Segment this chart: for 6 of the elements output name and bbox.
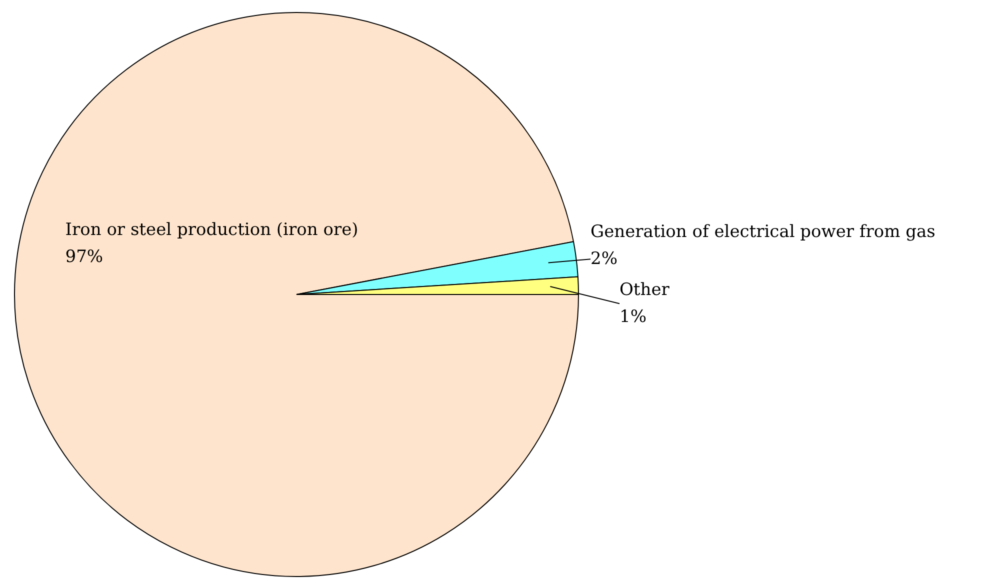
- data-label: 97%: [65, 247, 104, 268]
- data-label: 2%: [590, 249, 618, 270]
- slice-label: Generation of electrical power from gas: [590, 222, 936, 242]
- slice-label: Iron or steel production (iron ore): [65, 220, 358, 240]
- slice-label: Other: [620, 280, 670, 300]
- data-label: 1%: [620, 307, 646, 328]
